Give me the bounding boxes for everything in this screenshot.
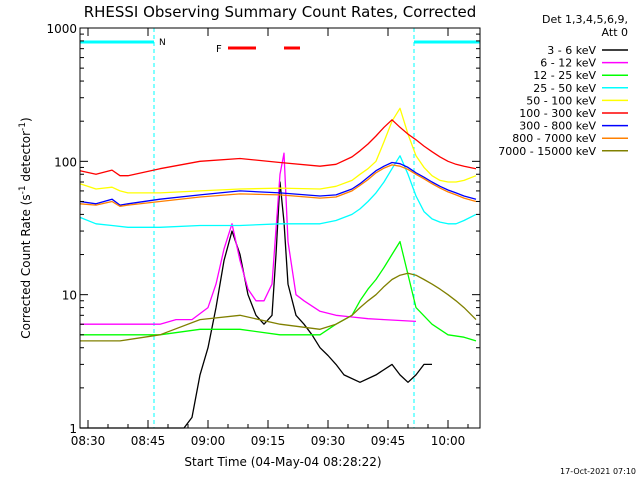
y-tick-label-0: 1 [69,422,77,436]
x-tick-label-1: 08:45 [131,434,166,448]
y-axis-label-sup2: -1 [18,122,28,131]
series-line-1 [80,152,417,325]
legend-label-6: 300 - 800 keV [519,120,596,133]
legend-label-3: 25 - 50 keV [533,82,596,95]
series-line-4 [79,107,477,194]
legend-label-4: 50 - 100 keV [526,94,596,107]
y-axis-label-end: ) [19,117,33,122]
legend-label-7: 800 - 7000 keV [512,132,596,145]
y-axis-label-mid: detector [19,131,33,186]
generation-timestamp: 17-Oct-2021 07:10 [560,467,636,476]
legend-label-8: 7000 - 15000 keV [498,145,596,158]
series-line-5 [79,119,477,177]
y-tick-label-1: 10 [62,289,77,303]
y-tick-label-2: 100 [54,155,77,169]
legend-label-0: 3 - 6 keV [547,44,596,57]
plot-area: NF [79,28,481,429]
x-axis-label: Start Time (04-May-04 08:28:22) [184,455,381,469]
x-tick-label-2: 09:00 [191,434,226,448]
series-line-3 [79,155,477,228]
x-tick-label-5: 09:45 [371,434,406,448]
legend-label-1: 6 - 12 keV [540,57,596,70]
legend-header-detectors: Det 1,3,4,5,6,9, [542,13,628,26]
x-axis: 08:30 08:45 09:00 09:15 09:30 09:45 10:00 [71,28,469,448]
y-axis: 1 10 100 1000 [46,22,480,436]
legend-label-5: 100 - 300 keV [519,107,596,120]
series-line-2 [80,240,477,342]
y-axis-label-sup1: -1 [18,185,28,194]
y-axis-label-main: Corrected Count Rate (s [19,194,33,338]
plot-frame [79,27,481,429]
legend-header-attenuator: Att 0 [602,26,628,39]
x-tick-label-4: 09:30 [311,434,346,448]
series-line-8 [80,272,477,342]
flare-label: F [216,44,222,55]
legend-label-2: 12 - 25 keV [533,69,596,82]
series-line-7 [79,164,477,207]
x-tick-label-6: 10:00 [431,434,466,448]
x-tick-label-3: 09:15 [251,434,286,448]
y-tick-label-3: 1000 [46,22,77,36]
x-tick-label-0: 08:30 [71,434,106,448]
chart-title: RHESSI Observing Summary Count Rates, Co… [84,3,477,21]
series-line-6 [79,161,477,206]
y-axis-label: Corrected Count Rate (s-1 detector-1) [18,117,33,338]
series-line-0 [80,181,432,429]
night-label: N [159,38,166,48]
